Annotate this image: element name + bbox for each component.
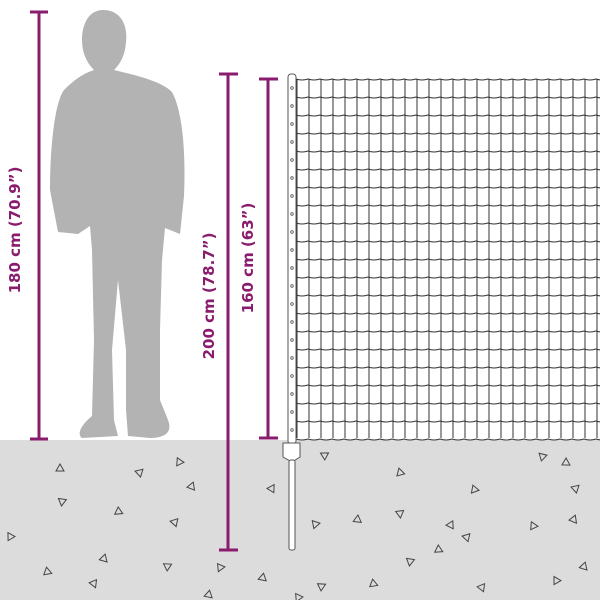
mesh-horizontal-wire [295, 204, 600, 207]
mesh-horizontal-wire [295, 294, 600, 297]
mesh-horizontal-wire [295, 258, 600, 261]
post-hole [290, 410, 294, 414]
fence-mesh [295, 78, 600, 441]
stone [538, 452, 548, 462]
stone [568, 514, 578, 524]
stone [311, 519, 321, 530]
person-height-dimension [30, 10, 48, 441]
stone [405, 557, 416, 567]
post-hole [290, 338, 294, 342]
stone [257, 572, 267, 582]
mesh-horizontal-wire [295, 420, 600, 423]
post-hole [290, 212, 294, 216]
stone [57, 497, 68, 507]
post-hole [290, 122, 294, 126]
fence-post [282, 73, 301, 551]
post-hole [290, 302, 294, 306]
stone [216, 562, 226, 573]
stone [186, 481, 196, 491]
post-hole [290, 158, 294, 162]
person-height-label: 180 cm (70.9”) [6, 167, 24, 294]
mesh-horizontal-wire [295, 312, 600, 315]
stone [7, 531, 16, 542]
mesh-horizontal-wire [295, 366, 600, 369]
stone [134, 468, 144, 478]
stone [43, 566, 53, 576]
ground-stones [7, 452, 588, 600]
mesh-horizontal-wire [295, 132, 600, 135]
mesh-horizontal-wire [295, 150, 600, 153]
mesh-horizontal-wire [295, 348, 600, 351]
post-holes [290, 86, 294, 432]
post-hole [290, 248, 294, 252]
post-hole [290, 392, 294, 396]
post-hole [290, 320, 294, 324]
post-hole [290, 356, 294, 360]
mesh-horizontal-wire [295, 438, 600, 441]
post-hole [290, 86, 294, 90]
post-hole [290, 266, 294, 270]
mesh-horizontal-wire [295, 276, 600, 279]
ground [0, 440, 600, 600]
post-hole [290, 176, 294, 180]
stone [266, 483, 275, 494]
fence-height-label: 160 cm (63”) [239, 203, 257, 314]
stone [169, 517, 179, 528]
post-hole [290, 284, 294, 288]
stone [98, 553, 108, 563]
stone [476, 582, 486, 593]
stone [433, 544, 444, 553]
stone [295, 592, 304, 600]
stone [578, 561, 588, 571]
stone [470, 484, 480, 494]
post-hole [290, 194, 294, 198]
mesh-horizontal-wire [295, 240, 600, 243]
stone [530, 520, 539, 531]
stone [113, 506, 124, 515]
mesh-horizontal-wire [295, 330, 600, 333]
post-height-label: 200 cm (78.7”) [200, 233, 218, 360]
stone [444, 519, 454, 530]
stone [319, 452, 330, 461]
stone [394, 509, 405, 519]
stone [352, 514, 363, 523]
person-silhouette [50, 10, 185, 438]
post-hole [290, 230, 294, 234]
mesh-horizontal-wire [295, 168, 600, 171]
post-height-dimension [219, 72, 238, 552]
post-hole [290, 428, 294, 432]
stone [88, 578, 98, 589]
stone [316, 583, 327, 592]
stone [203, 589, 213, 599]
mesh-horizontal-wire [295, 402, 600, 405]
post-hole [290, 104, 294, 108]
post-hole [290, 374, 294, 378]
stone [553, 575, 562, 586]
stone [461, 533, 471, 543]
stone [561, 456, 571, 466]
stone [55, 462, 65, 472]
fence-height-dimension [259, 77, 278, 440]
mesh-horizontal-wire [295, 384, 600, 387]
stone [570, 484, 580, 494]
mesh-horizontal-wire [295, 96, 600, 99]
mesh-horizontal-wire [295, 78, 600, 81]
stone [368, 578, 379, 588]
post-hole [290, 140, 294, 144]
stone [162, 563, 173, 572]
stone [176, 456, 185, 467]
mesh-horizontal-wire [295, 186, 600, 189]
mesh-horizontal-wire [295, 114, 600, 117]
stone [396, 467, 406, 477]
mesh-horizontal-wire [295, 222, 600, 225]
